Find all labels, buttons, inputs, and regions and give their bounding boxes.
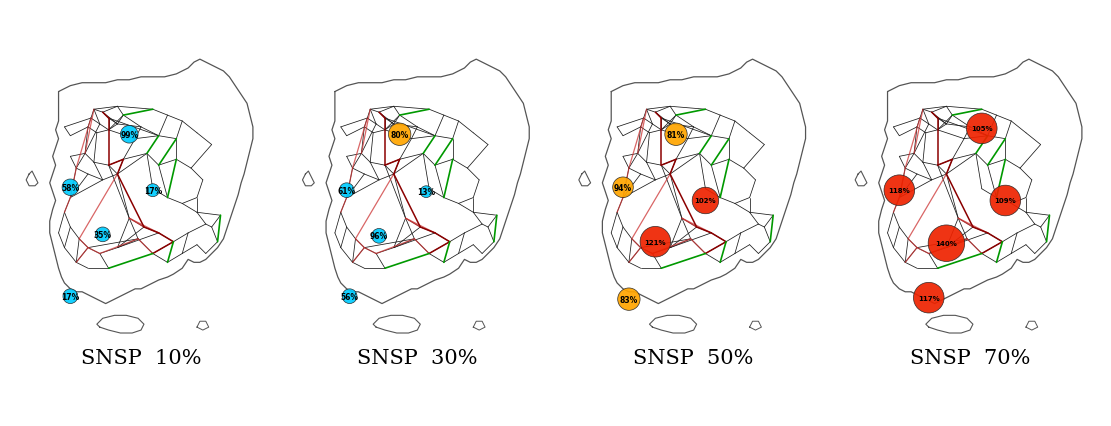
Circle shape — [389, 124, 411, 146]
Circle shape — [147, 184, 159, 197]
Circle shape — [990, 186, 1021, 216]
Text: 94%: 94% — [614, 183, 632, 192]
Text: 96%: 96% — [370, 232, 388, 241]
Text: SNSP  30%: SNSP 30% — [357, 348, 478, 367]
Text: 118%: 118% — [889, 188, 910, 194]
Text: 83%: 83% — [620, 295, 638, 304]
Circle shape — [372, 229, 387, 244]
Text: 102%: 102% — [694, 198, 717, 204]
Text: 121%: 121% — [644, 239, 667, 245]
Circle shape — [62, 180, 79, 196]
Circle shape — [120, 126, 138, 144]
Text: 61%: 61% — [338, 186, 356, 195]
Circle shape — [618, 288, 640, 311]
Circle shape — [420, 186, 432, 198]
Text: SNSP  10%: SNSP 10% — [81, 348, 201, 367]
Circle shape — [612, 178, 633, 198]
Text: SNSP  70%: SNSP 70% — [910, 348, 1030, 367]
Text: 17%: 17% — [61, 292, 80, 301]
Text: 56%: 56% — [341, 292, 359, 301]
Circle shape — [63, 289, 78, 304]
Text: 13%: 13% — [417, 188, 436, 197]
Circle shape — [339, 184, 354, 198]
Text: 117%: 117% — [918, 295, 940, 301]
Circle shape — [640, 227, 671, 257]
Text: 80%: 80% — [391, 130, 409, 139]
Circle shape — [692, 188, 719, 214]
Circle shape — [913, 283, 944, 313]
Text: 99%: 99% — [120, 130, 138, 139]
Text: 109%: 109% — [994, 198, 1017, 204]
Text: 140%: 140% — [935, 241, 958, 247]
Text: SNSP  50%: SNSP 50% — [633, 348, 754, 367]
Text: 81%: 81% — [667, 130, 685, 139]
Text: 35%: 35% — [93, 230, 112, 239]
Circle shape — [967, 114, 997, 144]
Circle shape — [96, 227, 110, 242]
Circle shape — [342, 289, 357, 304]
Circle shape — [928, 225, 964, 262]
Circle shape — [884, 176, 914, 206]
Text: 58%: 58% — [61, 183, 79, 192]
Text: 17%: 17% — [143, 186, 162, 195]
Circle shape — [664, 124, 688, 146]
Text: 105%: 105% — [971, 126, 992, 132]
